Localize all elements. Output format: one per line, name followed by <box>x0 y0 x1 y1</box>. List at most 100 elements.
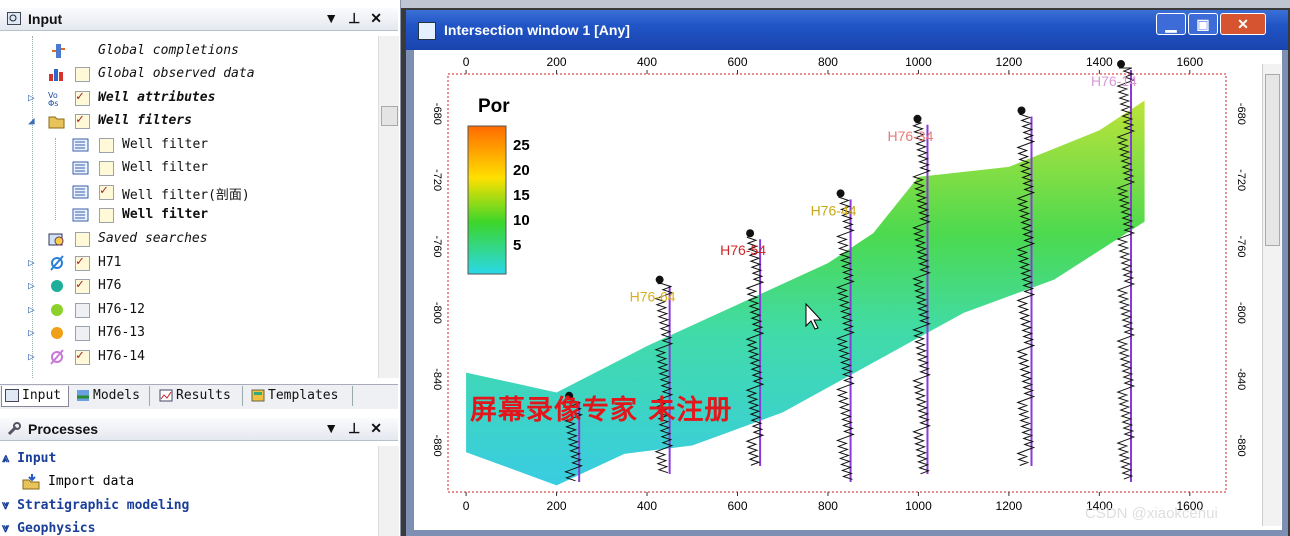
tree-item[interactable]: Saved searches <box>0 228 378 251</box>
expand-chevron-icon: ⩔ <box>2 498 10 513</box>
maximize-button[interactable]: ▣ <box>1188 13 1218 35</box>
y-tick-label-right: -760 <box>1235 235 1247 257</box>
folder-icon <box>48 116 65 129</box>
import-icon <box>22 474 40 490</box>
x-tick-label-top: 400 <box>637 55 657 69</box>
svg-text:Φs: Φs <box>48 99 58 106</box>
tree-item[interactable]: Well filter(剖面) <box>0 181 378 204</box>
input-panel-title: Input <box>28 11 63 27</box>
y-tick-label-right: -880 <box>1235 435 1247 457</box>
y-tick-label-left: -720 <box>431 169 443 191</box>
tab-models[interactable]: Models <box>73 386 150 406</box>
tree-item[interactable]: Well filter <box>0 204 378 227</box>
close-window-button[interactable]: ✕ <box>1220 13 1266 35</box>
checkbox[interactable] <box>75 232 90 247</box>
well-head-marker <box>836 189 845 198</box>
pin-icon[interactable]: ⊥ <box>348 420 371 436</box>
minimize-button[interactable]: ▁ <box>1156 13 1186 35</box>
panel-tabs: Input Models Results Templates <box>0 384 398 409</box>
tree-item[interactable]: ▷ H76-13 <box>28 325 145 341</box>
checkbox-checked[interactable] <box>75 348 90 365</box>
x-tick-label-top: 0 <box>463 55 470 69</box>
close-icon[interactable]: ✕ <box>370 10 392 26</box>
checkbox[interactable] <box>75 67 90 82</box>
process-group-stratigraphic[interactable]: ⩔ Stratigraphic modeling <box>2 498 190 513</box>
well-label: H76-44 <box>811 202 857 218</box>
process-group-input[interactable]: ⩓ Input <box>2 451 57 466</box>
well-label: H76-54 <box>720 242 766 258</box>
checkbox-checked[interactable] <box>75 277 90 294</box>
panel-dropdown-icon[interactable]: ▼ <box>324 420 349 436</box>
expand-arrow-icon[interactable]: ▷ <box>28 279 35 292</box>
expand-arrow-icon[interactable]: ▷ <box>28 303 35 316</box>
well-label: H76-34 <box>887 128 933 144</box>
tab-templates[interactable]: Templates <box>248 386 353 406</box>
tree-item[interactable]: Well filter <box>0 157 378 180</box>
y-tick-label-left: -680 <box>431 103 443 125</box>
tree-item[interactable]: ◢ Well filters <box>0 110 378 133</box>
well-log-curve <box>564 399 584 482</box>
well-head-marker <box>746 229 755 238</box>
tree-item[interactable]: ▷ H76 <box>0 275 378 298</box>
tree-item[interactable]: Well filter <box>0 134 378 157</box>
checkbox[interactable] <box>99 161 114 176</box>
filter-icon <box>72 185 89 199</box>
tab-input[interactable]: Input <box>1 386 69 407</box>
checkbox[interactable] <box>75 326 90 341</box>
x-tick-label-bottom: 800 <box>818 499 838 513</box>
panel-dropdown-icon[interactable]: ▼ <box>324 10 349 26</box>
tree-item[interactable]: ▷ H71 <box>0 252 378 275</box>
expand-arrow-icon[interactable]: ▷ <box>28 91 35 104</box>
intersection-plot[interactable]: 0 0 200 200 400 400 600 600 800 800 1000 1000 1200 12… <box>414 50 1262 530</box>
collapse-arrow-icon[interactable]: ◢ <box>28 114 35 127</box>
tree-item[interactable]: Global observed data <box>0 63 378 86</box>
pin-icon[interactable]: ⊥ <box>348 10 371 26</box>
x-tick-label-bottom: 0 <box>463 499 470 513</box>
y-tick-label-right: -680 <box>1235 103 1247 125</box>
expand-arrow-icon[interactable]: ▷ <box>28 350 35 363</box>
checkbox[interactable] <box>99 208 114 223</box>
tab-results[interactable]: Results <box>156 386 243 406</box>
recorder-unregistered-overlay: 屏幕录像专家 未注册 <box>470 395 733 426</box>
expand-arrow-icon[interactable]: ▷ <box>28 326 35 339</box>
checkbox-checked[interactable] <box>99 183 114 200</box>
tree-scrollbar[interactable] <box>378 36 399 378</box>
processes-scrollbar[interactable] <box>378 446 399 536</box>
x-tick-label-bottom: 1000 <box>905 499 932 513</box>
scrollbar-thumb[interactable] <box>1265 74 1280 246</box>
mouse-cursor-icon <box>805 302 823 330</box>
tree-item[interactable]: Global completions <box>0 40 378 63</box>
window-titlebar[interactable]: Intersection window 1 [Any] ▁ ▣ ✕ <box>406 10 1288 50</box>
checkbox-checked[interactable] <box>75 89 90 106</box>
expand-arrow-icon[interactable]: ▷ <box>28 256 35 269</box>
deviated-well-icon <box>50 255 64 271</box>
x-tick-label-top: 1200 <box>996 55 1023 69</box>
well-label: H76-64 <box>630 289 676 305</box>
saved-search-icon <box>48 233 64 246</box>
x-tick-label-top: 600 <box>727 55 747 69</box>
left-dock-panel: Input ▼⊥✕ Global completions Global obse… <box>0 0 401 536</box>
legend-tick-label: 20 <box>513 162 530 179</box>
plot-canvas-area[interactable]: 0 0 200 200 400 400 600 600 800 800 1000 1000 1200 12… <box>414 50 1282 530</box>
plot-scrollbar[interactable] <box>1262 64 1281 526</box>
svg-text:Vo: Vo <box>48 91 58 100</box>
process-group-geophysics[interactable]: ⩔ Geophysics <box>2 521 96 536</box>
filter-icon <box>72 208 89 222</box>
x-tick-label-bottom: 400 <box>637 499 657 513</box>
porosity-band <box>466 100 1145 486</box>
tree-item[interactable]: ▷ H76-12 <box>28 302 145 318</box>
y-tick-label-left: -840 <box>431 368 443 390</box>
checkbox[interactable] <box>99 138 114 153</box>
well-log-curve <box>1016 113 1036 466</box>
checkbox-checked[interactable] <box>75 112 90 129</box>
scrollbar-thumb[interactable] <box>381 106 398 126</box>
checkbox[interactable] <box>75 303 90 318</box>
legend-tick-label: 25 <box>513 137 530 154</box>
legend-colorbar <box>467 125 507 275</box>
tree-item[interactable]: ▷ H76-14 <box>0 346 378 369</box>
wrench-icon <box>7 422 21 435</box>
checkbox-checked[interactable] <box>75 254 90 271</box>
close-icon[interactable]: ✕ <box>370 420 392 436</box>
